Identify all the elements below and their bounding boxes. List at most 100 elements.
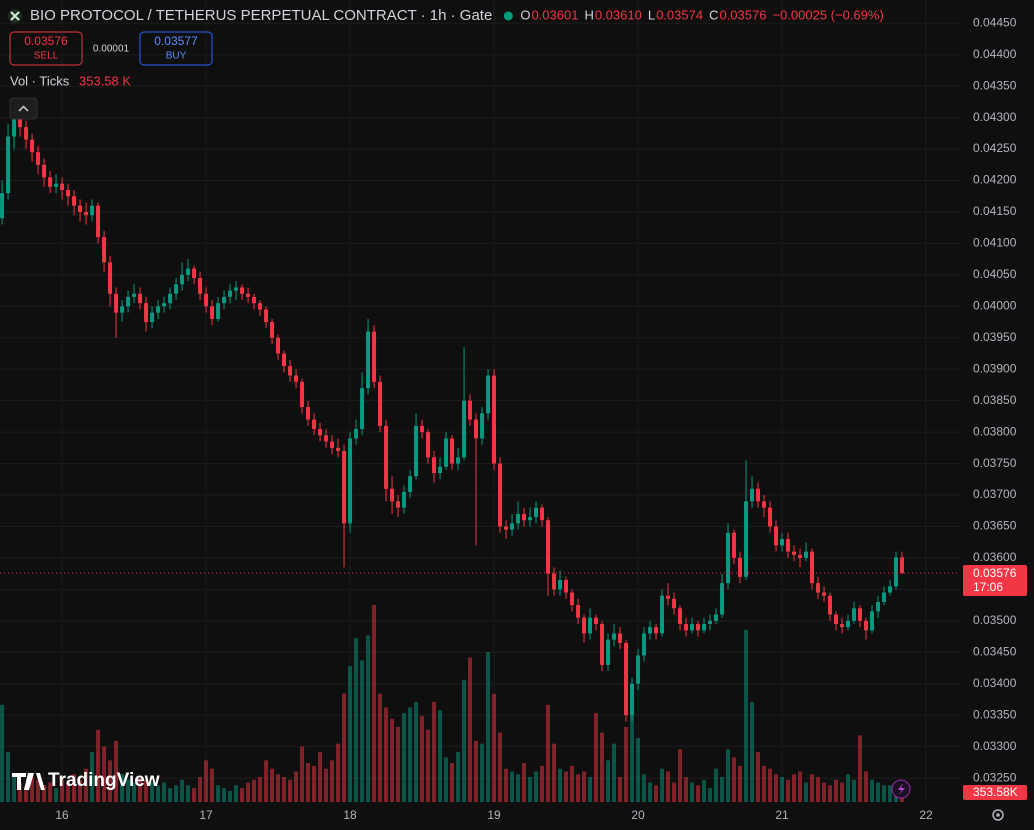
volume-bar [0, 704, 5, 802]
candle-body [822, 592, 827, 596]
candle-body [396, 501, 401, 508]
candle-body [732, 532, 737, 558]
x-tick-label: 21 [775, 808, 789, 822]
candle-body [156, 306, 161, 313]
candle-body [522, 513, 527, 521]
volume-bar [288, 779, 293, 802]
volume-bar [618, 777, 623, 802]
volume-bar [282, 777, 287, 802]
candle-body [516, 513, 521, 524]
y-tick-label: 0.03650 [973, 519, 1017, 533]
volume-bar [444, 757, 449, 802]
candle-body [876, 601, 881, 612]
candle-body [108, 262, 113, 294]
candle-body [846, 620, 851, 628]
volume-bar [774, 774, 779, 802]
candle-body [54, 183, 59, 187]
volume-bar [624, 727, 629, 802]
volume-bar [54, 788, 59, 802]
candle-body [24, 127, 29, 140]
chart-title: BIO PROTOCOL / TETHERUS PERPETUAL CONTRA… [30, 7, 492, 24]
volume-bar [882, 785, 887, 802]
volume-bar [582, 771, 587, 802]
candle-body [624, 642, 629, 716]
candle-body [252, 296, 257, 304]
candle-body [816, 583, 821, 593]
volume-bar [672, 782, 677, 802]
volume-bar [354, 638, 359, 802]
volume-bar [144, 779, 149, 802]
candle-body [852, 608, 857, 621]
volume-bar [690, 782, 695, 802]
volume-bar [408, 707, 413, 802]
volume-bar [318, 752, 323, 802]
volume-bar [264, 760, 269, 802]
candle-body [630, 683, 635, 716]
volume-bar [474, 740, 479, 802]
candle-body [558, 579, 563, 590]
volume-bar [108, 760, 113, 802]
candle-body [18, 117, 23, 128]
sell-label: SELL [34, 51, 59, 62]
volume-bar [258, 777, 263, 802]
y-tick-label: 0.03600 [973, 550, 1017, 564]
candle-layer [0, 105, 905, 722]
candle-body [882, 592, 887, 602]
candle-body [198, 278, 203, 294]
candle-body [366, 331, 371, 389]
y-tick-label: 0.04100 [973, 236, 1017, 250]
volume-bar [348, 665, 353, 802]
volume-bar [72, 774, 77, 802]
volume-layer [0, 604, 905, 802]
candle-body [504, 526, 509, 530]
volume-bar [390, 718, 395, 802]
candle-body [402, 491, 407, 508]
volume-bar [204, 760, 209, 802]
y-tick-label: 0.03400 [973, 676, 1017, 690]
candle-body [432, 457, 437, 474]
candle-body [384, 425, 389, 489]
candle-body [498, 463, 503, 527]
candle-body [378, 381, 383, 426]
candle-body [786, 539, 791, 552]
volume-bar [384, 707, 389, 802]
volume-bar [852, 779, 857, 802]
candle-body [840, 623, 845, 628]
volume-bar [6, 752, 11, 802]
candle-body [666, 595, 671, 599]
volume-bar [426, 729, 431, 802]
candle-body [336, 447, 341, 452]
volume-bar [366, 635, 371, 802]
candle-body [312, 419, 317, 429]
candle-body [594, 617, 599, 624]
grid [0, 0, 960, 802]
candle-body [618, 633, 623, 643]
candle-body [474, 419, 479, 439]
volume-bar [660, 768, 665, 802]
volume-bar [12, 777, 17, 802]
volume-bar [126, 779, 131, 802]
candle-body [138, 293, 143, 304]
volume-bar [708, 788, 713, 802]
candle-body [660, 595, 665, 634]
volume-bar [840, 782, 845, 802]
volume-bar [378, 693, 383, 802]
volume-bar [570, 765, 575, 802]
sell-button[interactable] [9, 31, 83, 66]
volume-bar [696, 785, 701, 802]
candle-body [768, 507, 773, 527]
settings-button[interactable] [992, 809, 1004, 821]
change: −0.00025 (−0.69%) [772, 7, 883, 22]
buy-button[interactable] [139, 31, 213, 66]
candle-body [162, 303, 167, 307]
volume-bar [48, 782, 53, 802]
volume-bar [276, 774, 281, 802]
volume-bar [552, 743, 557, 802]
candle-body [42, 164, 47, 178]
y-tick-label: 0.03850 [973, 393, 1017, 407]
candle-body [900, 557, 905, 574]
y-tick-label: 0.04050 [973, 267, 1017, 281]
candle-body [858, 608, 863, 621]
candle-body [144, 303, 149, 323]
collapse-button[interactable] [9, 97, 38, 120]
